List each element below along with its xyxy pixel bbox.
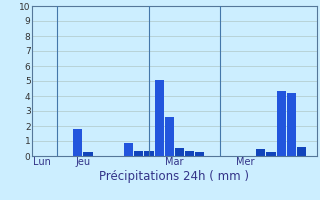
Bar [144,151,154,156]
Bar [267,152,276,156]
Bar [124,142,133,156]
Bar [155,80,164,156]
Bar [256,149,265,156]
Bar [185,151,194,156]
Bar [195,152,204,156]
Bar [73,129,82,156]
Bar [287,93,296,156]
X-axis label: Précipitations 24h ( mm ): Précipitations 24h ( mm ) [100,170,249,183]
Bar [84,152,92,156]
Bar [276,91,286,156]
Bar [175,148,184,156]
Bar [165,117,174,156]
Bar [134,151,143,156]
Bar [297,147,306,156]
